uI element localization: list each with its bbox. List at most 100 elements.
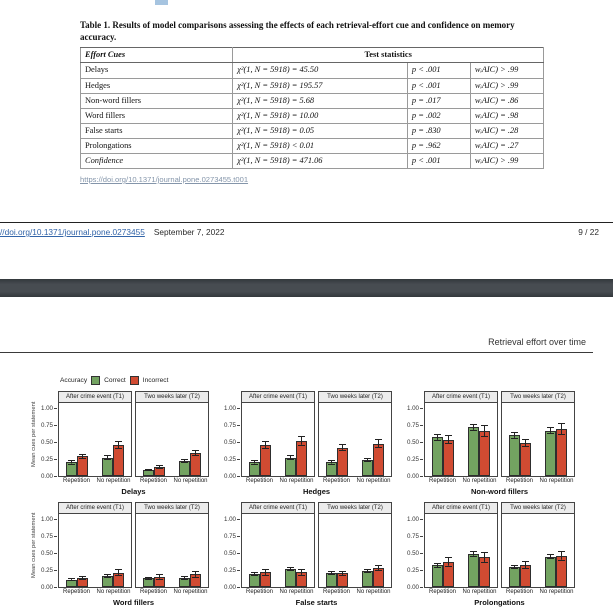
error-bar <box>445 557 452 567</box>
facet: Two weeks later (T2) Repetition No repetit… <box>501 391 575 486</box>
y-tick-mark <box>420 442 423 444</box>
y-tick-mark <box>420 519 423 521</box>
y-tick-mark <box>237 570 240 572</box>
x-tick-label: No repetition <box>96 478 131 484</box>
bar-incorrect <box>260 444 271 476</box>
x-axis: Repetition No repetition <box>501 477 575 486</box>
error-bar <box>68 578 75 581</box>
facet: After crime event (T1) Repetition No repet… <box>241 391 315 486</box>
error-bar <box>511 565 518 570</box>
y-tick-label: 1.00 <box>406 405 419 413</box>
y-tick-mark <box>54 442 57 444</box>
bar-correct <box>468 553 479 587</box>
bar-correct <box>545 430 556 476</box>
error-bar <box>181 575 188 580</box>
y-tick-label: 0.00 <box>40 584 53 591</box>
table-cell: Non-word fillers <box>79 92 234 109</box>
facet: After crime event (T1) Repetition No repet… <box>241 502 315 597</box>
y-tick-mark <box>237 408 240 410</box>
error-bar <box>79 453 86 460</box>
chart-panel-hedges: 0.00 0.25 0.50 0.75 1.00 After crime event (T… <box>221 391 392 497</box>
legend-label-correct: Correct <box>104 376 126 384</box>
y-tick-mark <box>54 570 57 572</box>
y-axis: 0.00 0.25 0.50 0.75 1.00 <box>221 502 241 591</box>
x-axis: Repetition No repetition <box>318 477 392 486</box>
x-tick-label: No repetition <box>173 589 208 595</box>
error-bar <box>375 564 382 572</box>
facet-strip: After crime event (T1) <box>58 502 132 514</box>
error-bar <box>287 455 294 461</box>
facet-strip: Two weeks later (T2) <box>501 502 575 514</box>
facet-plot <box>501 403 575 477</box>
y-axis-label: Mean cues per statement <box>31 401 37 467</box>
facet-strip: Two weeks later (T2) <box>135 502 209 514</box>
facet-plot <box>58 403 132 477</box>
error-bar <box>558 423 565 436</box>
facet-strip: After crime event (T1) <box>424 502 498 514</box>
error-bar <box>145 576 152 580</box>
x-axis: Repetition No repetition <box>135 588 209 597</box>
y-tick-mark <box>420 587 423 588</box>
error-bar <box>434 562 441 569</box>
facet-strip: After crime event (T1) <box>424 391 498 403</box>
y-tick-mark <box>54 587 57 588</box>
x-axis: Repetition No repetition <box>241 477 315 486</box>
error-bar <box>298 568 305 576</box>
error-bar <box>434 434 441 441</box>
footer-doi-link[interactable]: //doi.org/10.1371/journal.pone.0273455 <box>0 227 145 237</box>
table-body: Delays χ²(1, N = 5918) = 45.50 p < .001 wᵢA… <box>79 62 545 170</box>
bar-correct <box>468 427 479 476</box>
error-bar <box>262 568 269 576</box>
error-bar <box>104 574 111 579</box>
x-axis: Repetition No repetition <box>58 588 132 597</box>
error-bar <box>328 570 335 575</box>
table-cell: wᵢAIC) > .99 <box>469 62 545 79</box>
legend-title: Accuracy <box>60 376 88 384</box>
error-bar <box>68 460 75 465</box>
y-axis: 0.00 0.25 0.50 0.75 1.00 <box>38 502 58 591</box>
table-doi-link[interactable]: https://doi.org/10.1371/journal.pone.027… <box>80 175 249 184</box>
facet-plot <box>318 514 392 588</box>
error-bar <box>287 566 294 571</box>
bar-correct <box>102 457 113 476</box>
results-table: Effort Cues Test statistics Delays χ²(1, … <box>79 47 545 170</box>
bar-correct <box>179 461 190 476</box>
facet-strip: After crime event (T1) <box>241 502 315 514</box>
error-bar <box>481 425 488 438</box>
y-tick-mark <box>420 570 423 572</box>
y-tick-mark <box>420 459 423 461</box>
facet-strip: Two weeks later (T2) <box>318 502 392 514</box>
error-bar <box>558 551 565 561</box>
error-bar <box>364 458 371 463</box>
table-cell: wᵢAIC) = .86 <box>469 92 545 109</box>
y-tick-label: 0.50 <box>223 439 236 447</box>
bar-incorrect <box>443 439 454 476</box>
panel-title: Word fillers <box>112 598 155 607</box>
bar-incorrect <box>520 442 531 476</box>
chart-panel-non-word-fillers: 0.00 0.25 0.50 0.75 1.00 After crime event (T… <box>404 391 575 497</box>
page-10: Retrieval effort over time Accuracy Corr… <box>0 297 613 615</box>
x-tick-label: Repetition <box>322 589 351 595</box>
col-header-effort-cues: Effort Cues <box>79 47 234 64</box>
table-row: False starts χ²(1, N = 5918) = 0.05 p = .8… <box>79 122 545 139</box>
page-separator <box>0 279 613 297</box>
table-row: Delays χ²(1, N = 5918) = 45.50 p < .001 wᵢA… <box>79 62 545 79</box>
y-tick-label: 0.00 <box>223 473 236 480</box>
x-tick-label: Repetition <box>505 478 534 484</box>
y-tick-mark <box>237 425 240 427</box>
y-tick-label: 0.50 <box>223 550 236 558</box>
y-tick-label: 0.00 <box>406 473 419 480</box>
error-bar <box>470 551 477 557</box>
bar-incorrect <box>296 440 307 476</box>
x-tick-label: No repetition <box>462 589 497 595</box>
chart-panel-word-fillers: Mean cues per statement 0.00 0.25 0.50 0.75 1… <box>30 502 209 608</box>
panel-title: Non-word fillers <box>470 487 529 496</box>
x-tick-label: Repetition <box>428 589 457 595</box>
y-tick-label: 1.00 <box>406 516 419 524</box>
running-head: Retrieval effort over time <box>488 337 586 347</box>
table-cell: p = .017 <box>406 92 471 109</box>
y-tick-label: 0.25 <box>223 567 236 575</box>
y-tick-label: 0.50 <box>40 550 53 558</box>
y-tick-mark <box>237 587 240 588</box>
y-tick-mark <box>420 425 423 427</box>
